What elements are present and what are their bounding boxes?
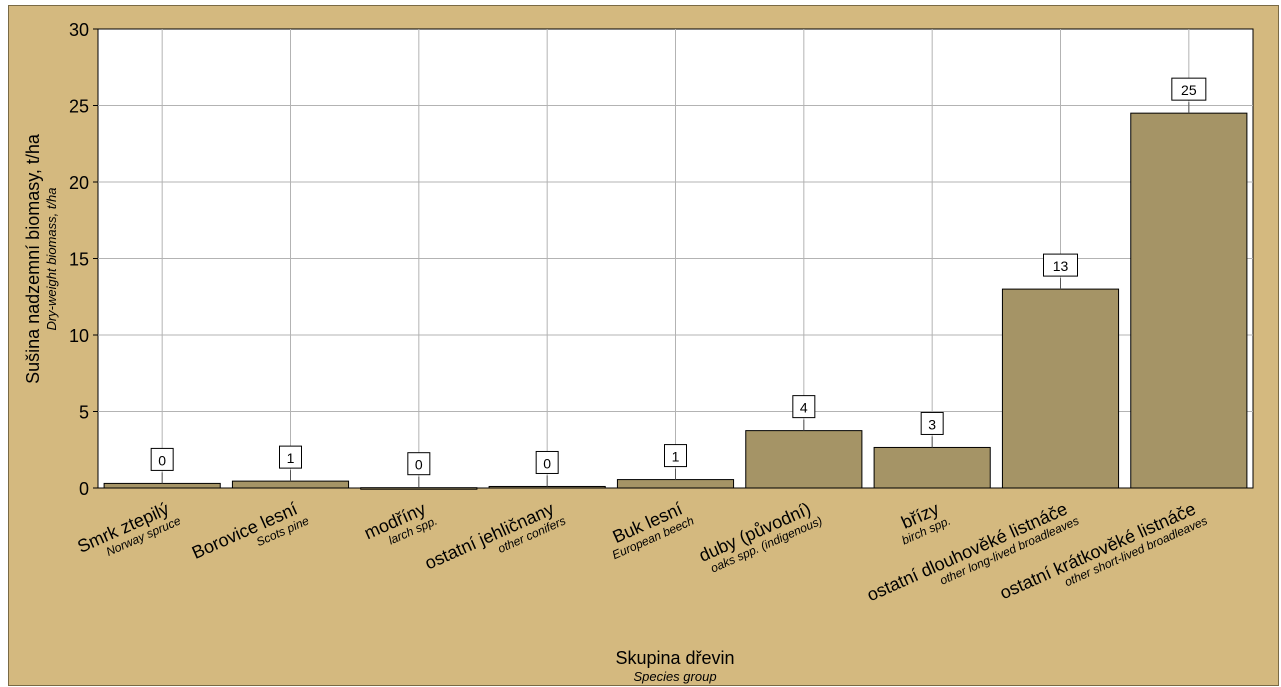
data-label: 25 (1181, 82, 1197, 98)
x-axis-title: Skupina dřevin (615, 648, 734, 668)
y-axis-title: Sušina nadzemní biomasy, t/ha (23, 133, 43, 384)
bar (488, 485, 606, 489)
bar (231, 480, 350, 489)
y-tick-label: 0 (79, 479, 89, 499)
data-label: 1 (672, 449, 680, 465)
data-label: 0 (543, 455, 551, 471)
y-tick-label: 15 (69, 250, 89, 270)
bar (1130, 112, 1248, 489)
y-tick-label: 20 (69, 173, 89, 193)
y-axis-ticks: 0 5 10 15 20 25 30 (69, 20, 98, 499)
bar (873, 446, 991, 489)
data-label: 0 (158, 452, 166, 468)
data-label: 0 (415, 457, 423, 473)
data-label-box (150, 447, 174, 471)
y-tick-label: 25 (69, 97, 89, 117)
x-axis-title-en: Species group (633, 669, 716, 684)
bar (1001, 288, 1120, 489)
data-label-box (1043, 253, 1078, 277)
data-label-box (407, 452, 431, 476)
data-label: 4 (800, 400, 808, 416)
data-label-box (792, 395, 816, 419)
data-label-box (1171, 77, 1207, 101)
data-label: 3 (928, 416, 936, 432)
data-label: 13 (1053, 258, 1069, 274)
data-labels: 0 1 0 0 1 4 3 13 25 (150, 77, 1207, 488)
data-label-box (279, 445, 302, 469)
bar (616, 479, 735, 489)
y-tick-label: 10 (69, 326, 89, 346)
data-label-box (664, 444, 687, 468)
data-label-box (920, 411, 944, 435)
bar (103, 482, 221, 489)
y-tick-label: 5 (79, 403, 89, 423)
bar (360, 487, 478, 490)
x-category-name: ostatní dlouhověké listnáče (864, 499, 1071, 606)
data-label-box (535, 450, 559, 474)
chart-frame: 0 5 10 15 20 25 30 0 1 0 0 1 4 3 13 25 Smrk ztepilý Nor… (8, 5, 1279, 686)
x-category-label: duby (původní)oaks spp. (indigenous) (696, 499, 825, 576)
y-tick-label: 30 (69, 20, 89, 40)
bar (745, 430, 863, 489)
bars (103, 112, 1248, 490)
y-axis-title-en: Dry-weight biomass, t/ha (44, 187, 59, 330)
data-label: 1 (287, 450, 295, 466)
